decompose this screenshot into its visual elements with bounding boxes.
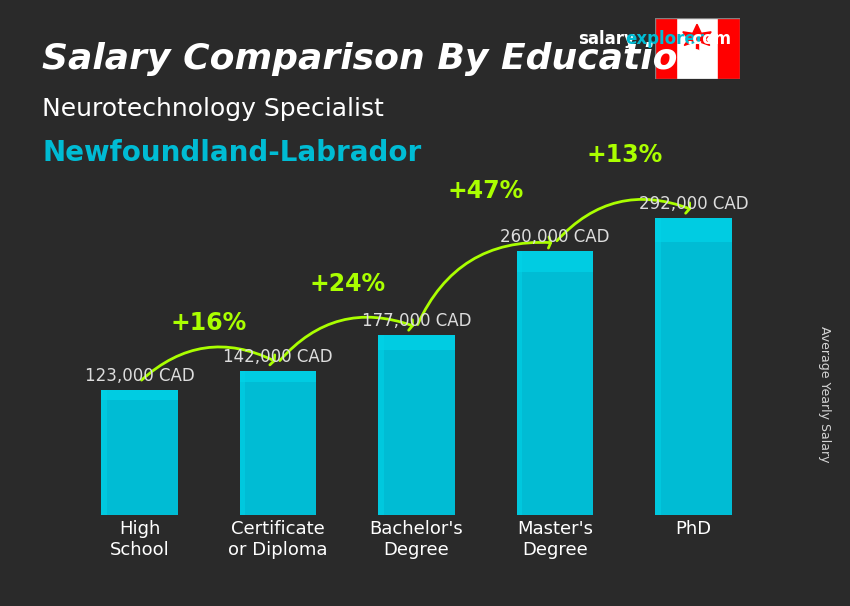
Bar bbox=[718, 18, 740, 79]
Text: +16%: +16% bbox=[171, 311, 246, 335]
Bar bbox=[517, 251, 523, 515]
Bar bbox=[101, 390, 178, 515]
Text: Salary Comparison By Education: Salary Comparison By Education bbox=[42, 42, 704, 76]
Bar bbox=[240, 371, 316, 515]
Bar bbox=[655, 218, 732, 242]
Bar bbox=[655, 218, 661, 515]
Bar bbox=[654, 18, 676, 79]
Text: Newfoundland-Labrador: Newfoundland-Labrador bbox=[42, 139, 422, 167]
Bar bbox=[378, 335, 455, 515]
Text: 142,000 CAD: 142,000 CAD bbox=[224, 348, 333, 366]
Bar bbox=[655, 218, 732, 515]
Text: 123,000 CAD: 123,000 CAD bbox=[85, 367, 195, 385]
Text: +13%: +13% bbox=[586, 143, 662, 167]
Text: 177,000 CAD: 177,000 CAD bbox=[362, 312, 471, 330]
Bar bbox=[240, 371, 246, 515]
Text: Average Yearly Salary: Average Yearly Salary bbox=[818, 325, 831, 462]
Text: explorer: explorer bbox=[625, 30, 704, 48]
Text: salary: salary bbox=[578, 30, 635, 48]
Text: 260,000 CAD: 260,000 CAD bbox=[501, 228, 609, 246]
Bar bbox=[101, 390, 178, 400]
Text: +47%: +47% bbox=[448, 179, 524, 203]
Text: +24%: +24% bbox=[309, 271, 385, 296]
Bar bbox=[240, 371, 316, 382]
Bar bbox=[695, 44, 699, 55]
Bar bbox=[517, 251, 593, 272]
Polygon shape bbox=[683, 24, 711, 45]
Bar bbox=[517, 251, 593, 515]
Text: Neurotechnology Specialist: Neurotechnology Specialist bbox=[42, 97, 384, 121]
Bar bbox=[378, 335, 384, 515]
Bar bbox=[101, 390, 107, 515]
Text: .com: .com bbox=[686, 30, 731, 48]
Text: 292,000 CAD: 292,000 CAD bbox=[638, 195, 748, 213]
Bar bbox=[378, 335, 455, 350]
